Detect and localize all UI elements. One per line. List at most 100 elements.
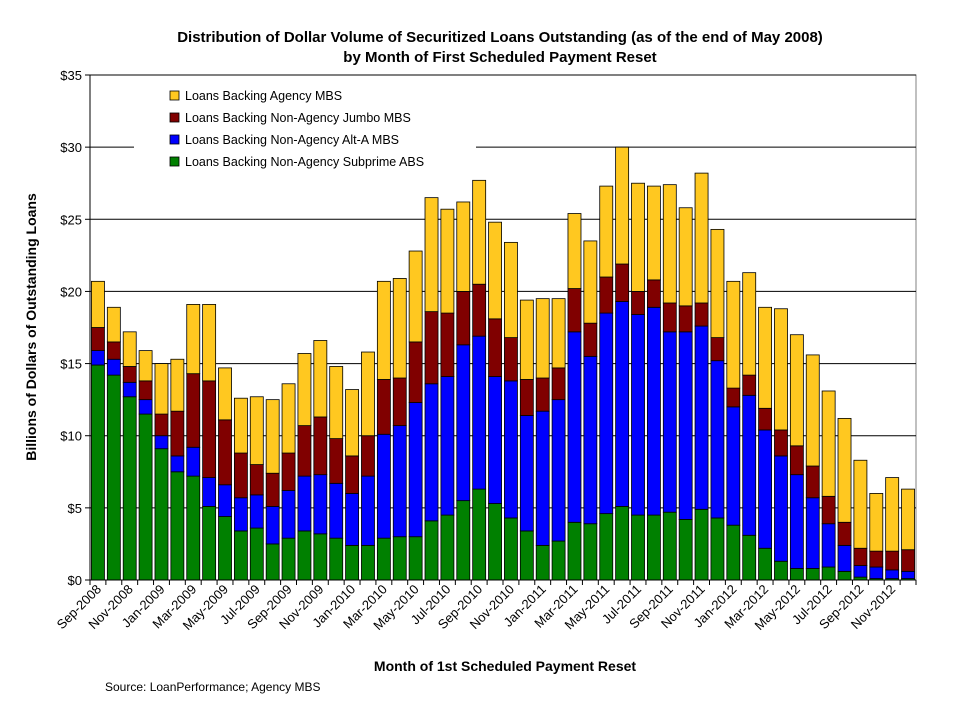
- bar-segment-3-Nov-2012: [885, 550, 900, 571]
- bar-segment-4-May-2012: [789, 334, 804, 447]
- bar-segment-4-Apr-2009: [202, 304, 217, 382]
- bar-segment-4-Jan-2010: [345, 389, 360, 457]
- bar-segment-1-May-2012: [789, 568, 804, 581]
- bar-segment-2-Apr-2012: [774, 455, 788, 562]
- bar-segment-4-Dec-2008: [138, 350, 153, 382]
- bar-segment-1-Feb-2010: [361, 544, 375, 581]
- bar-segment-2-Sep-2011: [662, 331, 677, 513]
- bar-segment-1-Feb-2012: [742, 534, 757, 581]
- bar-segment-4-Sep-2011: [662, 184, 677, 304]
- bar-segment-2-Jan-2011: [535, 410, 550, 546]
- legend-label: Loans Backing Non-Agency Jumbo MBS: [185, 111, 411, 125]
- bar-segment-3-Mar-2012: [758, 407, 773, 431]
- y-tick-label: $35: [60, 68, 82, 83]
- bar-segment-2-Mar-2009: [186, 446, 201, 477]
- bar-segment-3-Mar-2010: [376, 379, 391, 435]
- bar-segment-4-Nov-2009: [313, 340, 328, 418]
- bar-segment-3-Dec-2008: [138, 380, 153, 401]
- bar-segment-1-Jun-2011: [615, 506, 630, 581]
- bar-segment-2-Nov-2009: [313, 474, 328, 535]
- bar-segment-3-May-2012: [789, 445, 804, 476]
- bar-segment-3-Oct-2009: [297, 425, 312, 477]
- bar-segment-2-Nov-2012: [885, 569, 900, 579]
- bar-segment-4-May-2009: [218, 367, 232, 421]
- bar-segment-2-May-2009: [218, 484, 232, 517]
- bar-segment-3-Sep-2011: [662, 302, 677, 333]
- bar-segment-3-Nov-2009: [313, 416, 328, 476]
- bar-segment-2-Dec-2010: [519, 415, 534, 532]
- bar-segment-4-Feb-2011: [551, 298, 566, 369]
- legend-box: [134, 83, 476, 173]
- bar-segment-4-Aug-2010: [456, 201, 471, 292]
- bar-segment-1-Oct-2009: [297, 530, 312, 581]
- bar-segment-4-Apr-2010: [392, 278, 407, 379]
- bar-segment-1-Jun-2009: [233, 530, 248, 581]
- bar-segment-4-May-2011: [599, 185, 614, 278]
- bar-segment-2-Sep-2012: [853, 565, 868, 578]
- bar-segment-2-Jun-2011: [615, 301, 630, 507]
- y-tick-label: $25: [60, 212, 82, 227]
- bar-segment-4-Jul-2009: [249, 396, 264, 465]
- legend-label: Loans Backing Non-Agency Subprime ABS: [185, 155, 424, 169]
- bar-segment-4-Nov-2010: [504, 241, 518, 338]
- bar-segment-4-Jun-2011: [615, 146, 630, 265]
- bar-segment-1-Mar-2010: [376, 537, 391, 581]
- bar-segment-2-Aug-2012: [837, 544, 852, 572]
- bar-segment-1-Jun-2010: [424, 520, 439, 581]
- bar-segment-1-Dec-2011: [710, 517, 725, 581]
- bar-segment-1-Sep-2008: [91, 364, 105, 581]
- bar-segment-4-Dec-2011: [710, 228, 725, 338]
- bar-segment-1-Mar-2009: [186, 475, 201, 581]
- bar-segment-4-May-2010: [408, 250, 423, 343]
- bar-segment-1-Jan-2009: [154, 448, 169, 581]
- legend: Loans Backing Agency MBS Loans Backing No…: [134, 83, 476, 173]
- bar-segment-1-Nov-2009: [313, 533, 328, 581]
- bar-segment-2-Jul-2010: [440, 376, 455, 516]
- chart-title: Distribution of Dollar Volume of Securit…: [177, 29, 823, 46]
- bar-segment-3-Aug-2012: [837, 521, 852, 546]
- bar-segment-3-Jul-2010: [440, 312, 455, 377]
- bar-segment-2-Apr-2009: [202, 477, 217, 507]
- bar-segment-3-Oct-2011: [678, 305, 693, 333]
- bar-segment-3-Dec-2009: [329, 438, 344, 484]
- bar-segment-2-Oct-2010: [488, 376, 502, 504]
- bar-segment-3-Dec-2011: [710, 337, 725, 362]
- bar-segment-2-Feb-2010: [361, 475, 375, 546]
- legend-swatch: [169, 134, 180, 145]
- bar-segment-1-Aug-2010: [456, 500, 471, 581]
- bar-segment-2-Aug-2011: [646, 306, 661, 516]
- bar-segment-4-Oct-2012: [869, 493, 884, 552]
- bar-segment-4-Jun-2010: [424, 197, 439, 313]
- bar-segment-1-Nov-2010: [504, 517, 518, 581]
- bar-segment-1-Jan-2012: [726, 524, 741, 581]
- x-axis-ticks: Sep-2008Nov-2008Jan-2009Mar-2009May-2009…: [54, 580, 917, 633]
- bar-segment-3-Mar-2009: [186, 373, 201, 448]
- bar-segment-1-Jul-2009: [249, 527, 264, 581]
- bar-segment-3-Nov-2008: [122, 366, 137, 383]
- legend-swatch: [169, 156, 180, 167]
- bar-segment-4-Dec-2010: [519, 299, 534, 380]
- bar-segment-3-May-2009: [218, 419, 232, 486]
- bar-segment-2-Jan-2009: [154, 435, 169, 450]
- bar-segment-1-Aug-2009: [265, 543, 280, 581]
- y-tick-label: $0: [68, 573, 82, 588]
- bar-segment-3-Apr-2011: [583, 322, 598, 357]
- bar-segment-2-Jul-2009: [249, 494, 264, 529]
- bar-segment-2-May-2010: [408, 402, 423, 538]
- y-tick-label: $15: [60, 357, 82, 372]
- bar-segment-3-Apr-2010: [392, 377, 407, 427]
- bar-segment-2-Aug-2009: [265, 506, 280, 545]
- bar-segment-1-Sep-2009: [281, 537, 296, 581]
- bar-segment-4-Mar-2011: [567, 213, 582, 289]
- bar-segment-4-Dec-2012: [901, 488, 915, 551]
- bar-segment-4-Mar-2009: [186, 304, 201, 375]
- legend-label: Loans Backing Agency MBS: [185, 89, 342, 103]
- bar-segment-1-Feb-2011: [551, 540, 566, 581]
- bar-segment-4-Feb-2009: [170, 358, 185, 412]
- bar-segment-3-Feb-2012: [742, 374, 757, 396]
- bar-segment-3-Jul-2009: [249, 464, 264, 496]
- bar-segment-3-Jun-2011: [615, 263, 630, 302]
- bar-segment-4-Aug-2011: [646, 185, 661, 281]
- bar-segment-1-Apr-2009: [202, 506, 217, 581]
